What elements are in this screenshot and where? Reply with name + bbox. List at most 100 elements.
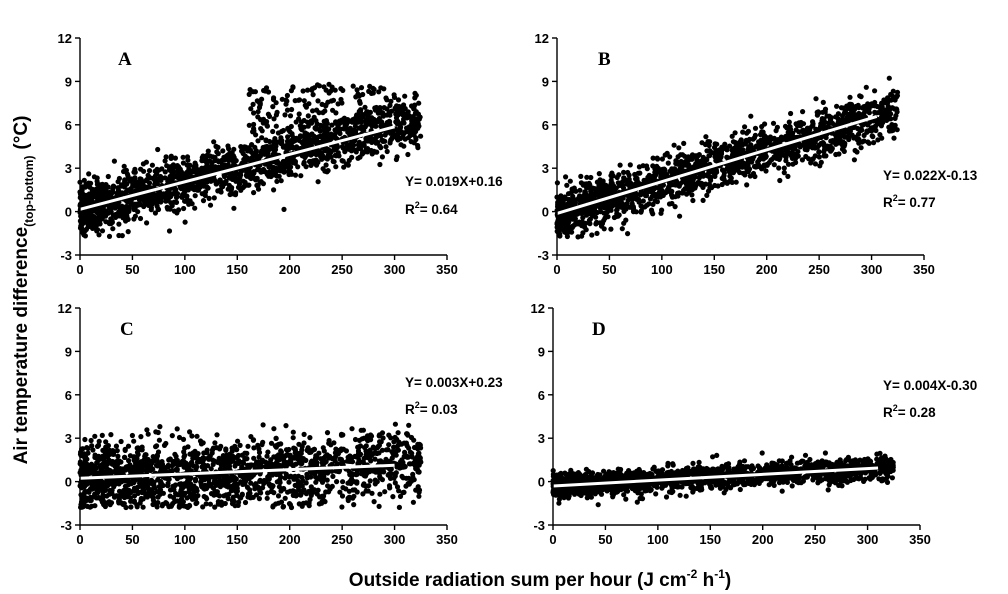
scatter-point — [114, 458, 121, 464]
scatter-point — [230, 174, 236, 180]
scatter-point — [201, 450, 207, 456]
scatter-point — [619, 226, 625, 232]
scatter-point — [608, 226, 614, 232]
scatter-point — [384, 148, 390, 155]
scatter-point — [278, 178, 284, 184]
scatter-point — [340, 87, 346, 93]
scatter-point — [589, 205, 595, 211]
scatter-point — [132, 493, 138, 499]
scatter-point — [356, 108, 362, 114]
scatter-point — [280, 159, 286, 165]
scatter-point — [647, 196, 654, 202]
scatter-point — [785, 161, 792, 167]
scatter-point — [770, 120, 777, 126]
scatter-point — [799, 157, 806, 163]
scatter-point — [215, 188, 221, 194]
scatter-point — [810, 156, 816, 162]
scatter-point — [571, 185, 577, 191]
scatter-point — [713, 141, 719, 147]
scatter-point — [106, 233, 113, 239]
scatter-point — [320, 166, 326, 172]
scatter-point — [602, 205, 608, 211]
scatter-point — [686, 182, 692, 188]
scatter-point — [242, 144, 248, 150]
scatter-point — [801, 141, 807, 147]
scatter-point — [384, 112, 390, 118]
scatter-point — [276, 484, 282, 490]
scatter-point — [99, 181, 105, 187]
scatter-point — [217, 466, 223, 472]
scatter-point — [350, 130, 356, 136]
scatter-point — [885, 111, 891, 118]
scatter-point — [413, 128, 419, 135]
scatter-point — [382, 138, 388, 144]
scatter-point — [271, 187, 277, 193]
scatter-point — [82, 184, 88, 190]
scatter-point — [176, 462, 182, 468]
scatter-point — [274, 178, 280, 184]
scatter-point — [148, 207, 154, 213]
scatter-point — [894, 89, 901, 95]
scatter-point — [90, 221, 96, 227]
scatter-point — [162, 158, 168, 164]
scatter-point — [779, 137, 785, 143]
scatter-point — [110, 212, 116, 218]
scatter-point — [136, 181, 142, 187]
scatter-point — [406, 480, 412, 486]
scatter-point — [254, 98, 260, 104]
scatter-point — [220, 148, 226, 154]
scatter-point — [255, 459, 262, 465]
scatter-point — [204, 485, 210, 491]
scatter-point — [330, 107, 336, 113]
scatter-point — [219, 183, 225, 189]
scatter-point — [401, 143, 407, 149]
scatter-point — [842, 134, 848, 140]
scatter-point — [209, 450, 215, 456]
scatter-point — [124, 171, 130, 177]
scatter-point — [166, 179, 172, 185]
scatter-point — [379, 154, 385, 160]
scatter-point — [395, 97, 402, 103]
scatter-point — [360, 149, 366, 155]
scatter-point — [872, 88, 878, 94]
scatter-point — [636, 164, 643, 170]
scatter-point — [840, 118, 846, 124]
scatter-point — [303, 491, 309, 497]
scatter-point — [129, 432, 135, 439]
x-axis-title-exp2: -1 — [714, 567, 725, 581]
scatter-point — [110, 226, 116, 232]
scatter-point — [184, 154, 191, 160]
scatter-point — [282, 495, 288, 501]
scatter-point — [103, 208, 109, 214]
scatter-point — [353, 94, 359, 100]
scatter-point — [245, 170, 251, 176]
scatter-point — [737, 146, 743, 152]
scatter-point — [718, 148, 724, 154]
scatter-point — [383, 144, 389, 150]
scatter-point — [369, 490, 375, 496]
scatter-point — [771, 162, 777, 168]
y-tick-label: 12 — [58, 31, 72, 46]
scatter-point — [314, 82, 321, 88]
scatter-point — [93, 186, 99, 192]
x-tick-label: 250 — [808, 262, 830, 277]
scatter-point — [845, 105, 851, 111]
scatter-point — [879, 114, 885, 120]
scatter-point — [175, 171, 181, 177]
scatter-point — [119, 233, 125, 239]
scatter-point — [281, 206, 287, 212]
scatter-point — [87, 213, 93, 220]
scatter-point — [838, 105, 845, 111]
scatter-point — [273, 165, 280, 172]
scatter-point — [182, 193, 188, 199]
scatter-point — [396, 504, 402, 510]
scatter-point — [350, 487, 356, 493]
scatter-point — [340, 479, 346, 485]
scatter-point — [783, 135, 789, 141]
scatter-point — [626, 176, 632, 182]
scatter-point — [376, 450, 382, 456]
scatter-point — [138, 434, 144, 440]
scatter-point — [887, 115, 893, 121]
scatter-point — [742, 172, 748, 178]
